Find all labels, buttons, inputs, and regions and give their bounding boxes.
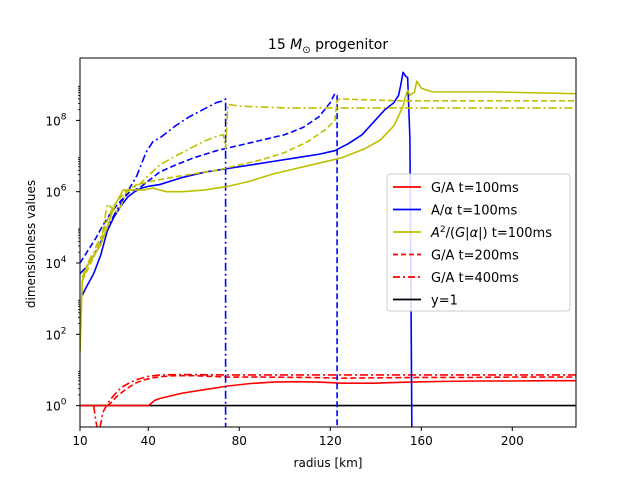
x-axis-label: radius [km]: [294, 456, 363, 470]
y-tick-label: 108: [45, 112, 66, 128]
y-tick-label: 106: [45, 184, 66, 200]
legend-label: A2/(G|α|) t=100ms: [430, 225, 552, 241]
series-g-a-t-400ms: [92, 373, 576, 427]
series-g-a-t-100ms: [80, 379, 576, 407]
x-tick-label: 80: [232, 434, 247, 448]
labels-layer: 15 M⊙ progenitor radius [km] dimensionle…: [24, 37, 388, 470]
legend-label: G/A t=100ms: [431, 181, 519, 196]
series-a-g-t-200ms: [81, 98, 576, 282]
series-layer: [80, 71, 576, 427]
legend-label: G/A t=400ms: [431, 271, 519, 286]
series-a-t-200ms: [80, 92, 338, 427]
series-a-t-100ms: [81, 71, 413, 427]
series-a-g-t-100ms: [80, 80, 576, 353]
legend: G/A t=100ms A/α t=100ms A2/(G|α|) t=100ms G…: [386, 173, 571, 312]
x-tick-label: 120: [319, 434, 342, 448]
legend-label: G/A t=200ms: [431, 249, 519, 264]
axes-border: [79, 57, 577, 428]
y-tick-label: 102: [45, 326, 66, 342]
x-tick-label: 10: [72, 434, 87, 448]
chart-title: 15 M⊙ progenitor: [268, 37, 388, 56]
legend-label: y=1: [431, 294, 458, 309]
axes-frame: [79, 57, 577, 428]
x-tick-label: 200: [501, 434, 524, 448]
legend-box: [386, 173, 571, 312]
series-a-g-t-400ms: [81, 103, 576, 278]
tick-layer: 10 40 80 120 160 200 100 102 104 106 108: [45, 85, 524, 448]
y-tick-label: 104: [45, 255, 66, 271]
y-tick-label: 100: [45, 398, 66, 414]
series-g-a-t-200ms: [106, 374, 576, 407]
legend-label: A/α t=100ms: [431, 204, 517, 219]
x-tick-label: 40: [141, 434, 156, 448]
y-axis-label: dimensionless values: [24, 180, 38, 308]
x-tick-label: 160: [410, 434, 433, 448]
